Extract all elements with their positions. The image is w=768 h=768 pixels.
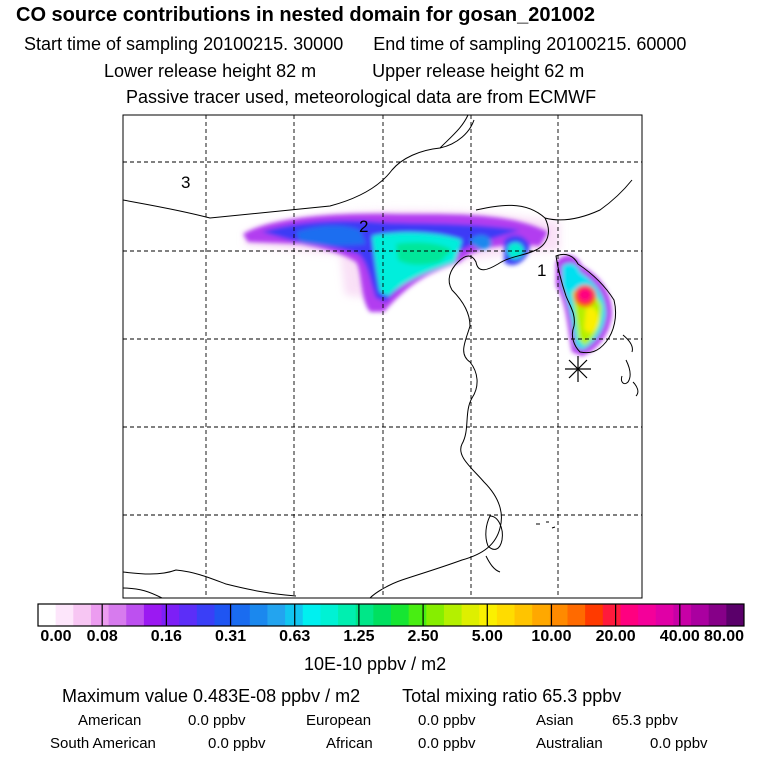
colorbar-cell bbox=[267, 604, 286, 626]
colorbar-cell bbox=[567, 604, 586, 626]
colorbar-cell bbox=[161, 604, 180, 626]
end-time-label: End time of sampling 20100215. 60000 bbox=[373, 34, 687, 54]
start-time-label: Start time of sampling 20100215. 30000 bbox=[24, 34, 344, 54]
region-label-1: 1 bbox=[537, 261, 546, 280]
colorbar-cell bbox=[302, 604, 321, 626]
european-value: 0.0 ppbv bbox=[418, 712, 476, 729]
south-american-label: South American bbox=[50, 735, 156, 752]
coastlines bbox=[123, 115, 639, 598]
colorbar-cell bbox=[143, 604, 163, 626]
colorbar-cell bbox=[408, 604, 427, 626]
sampling-times: Start time of sampling 20100215. 30000 En… bbox=[24, 34, 686, 55]
colorbar-tick-label: 10.00 bbox=[531, 628, 572, 645]
asian-label: Asian bbox=[536, 712, 574, 729]
colorbar-tick-label: 0.08 bbox=[86, 628, 118, 645]
upper-release-label: Upper release height 62 m bbox=[372, 61, 585, 81]
american-value: 0.0 ppbv bbox=[188, 712, 246, 729]
plume-region-2 bbox=[243, 213, 548, 312]
colorbar-tick-label: 0.00 bbox=[40, 628, 72, 645]
colorbar-cell bbox=[479, 604, 498, 626]
colorbar-cell bbox=[426, 604, 445, 626]
colorbar-cell bbox=[232, 604, 251, 626]
colorbar-cell bbox=[249, 604, 268, 626]
colorbar-cell bbox=[73, 604, 92, 626]
colorbar-cell bbox=[549, 604, 568, 626]
colorbar-cell bbox=[585, 604, 604, 626]
colorbar bbox=[38, 604, 745, 626]
colorbar-cell bbox=[108, 604, 127, 626]
colorbar-tick-label: 0.63 bbox=[279, 628, 311, 645]
colorbar-cell bbox=[655, 604, 674, 626]
colorbar-cell bbox=[391, 604, 410, 626]
colorbar-tick-label: 2.50 bbox=[407, 628, 439, 645]
asian-value: 65.3 ppbv bbox=[612, 712, 678, 729]
colorbar-cell bbox=[532, 604, 551, 626]
figure-title: CO source contributions in nested domain… bbox=[16, 4, 596, 26]
colorbar-cell bbox=[90, 604, 110, 626]
total-mixing-ratio: Total mixing ratio 65.3 ppbv bbox=[402, 686, 622, 706]
colorbar-cell bbox=[355, 604, 374, 626]
australian-label: Australian bbox=[536, 735, 603, 752]
colorbar-dividers bbox=[101, 604, 681, 626]
colorbar-tick-label: 1.25 bbox=[343, 628, 375, 645]
south-american-value: 0.0 ppbv bbox=[208, 735, 266, 752]
colorbar-cell bbox=[708, 604, 727, 626]
colorbar-cell bbox=[638, 604, 657, 626]
release-heights: Lower release height 82 m Upper release h… bbox=[104, 61, 584, 82]
colorbar-cell bbox=[461, 604, 480, 626]
colorbar-cell bbox=[620, 604, 639, 626]
colorbar-cell bbox=[126, 604, 145, 626]
colorbar-cell bbox=[514, 604, 533, 626]
colorbar-cell bbox=[673, 604, 692, 626]
american-label: American bbox=[78, 712, 142, 729]
colorbar-cell bbox=[179, 604, 198, 626]
colorbar-cell bbox=[443, 604, 463, 626]
colorbar-tick-label: 0.31 bbox=[214, 628, 247, 645]
tracer-note: Passive tracer used, meteorological data… bbox=[126, 87, 597, 107]
colorbar-cell bbox=[214, 604, 233, 626]
colorbar-tick-label: 40.00 bbox=[659, 628, 700, 645]
colorbar-units: 10E-10 ppbv / m2 bbox=[304, 654, 447, 674]
plume-region-1 bbox=[556, 255, 612, 356]
colorbar-cell bbox=[196, 604, 215, 626]
colorbar-cell bbox=[338, 604, 357, 626]
european-label: European bbox=[306, 712, 372, 729]
map-frame bbox=[122, 114, 643, 599]
colorbar-tick-label: 80.00 bbox=[703, 628, 745, 645]
colorbar-cell bbox=[602, 604, 621, 626]
colorbar-cell bbox=[496, 604, 516, 626]
map-area bbox=[123, 115, 642, 598]
colorbar-cell bbox=[691, 604, 710, 626]
colorbar-cell bbox=[320, 604, 339, 626]
max-total-line: Maximum value 0.483E-08 ppbv / m2 Total m… bbox=[62, 686, 621, 707]
colorbar-tick-label: 5.00 bbox=[471, 628, 503, 645]
colorbar-cell bbox=[38, 604, 57, 626]
lat-lon-grid bbox=[123, 115, 642, 598]
african-label: African bbox=[326, 735, 373, 752]
colorbar-cell bbox=[55, 604, 74, 626]
colorbar-cell bbox=[726, 604, 745, 626]
african-value: 0.0 ppbv bbox=[418, 735, 476, 752]
maximum-value: Maximum value 0.483E-08 ppbv / m2 bbox=[62, 686, 361, 706]
australian-value: 0.0 ppbv bbox=[650, 735, 708, 752]
colorbar-frame bbox=[37, 603, 745, 627]
lower-release-label: Lower release height 82 m bbox=[104, 61, 317, 81]
region-label-3: 3 bbox=[181, 173, 190, 192]
colorbar-tick-label: 0.16 bbox=[150, 628, 182, 645]
colorbar-tick-label: 20.00 bbox=[595, 628, 636, 645]
receptor-star-icon bbox=[565, 356, 591, 382]
region-label-2: 2 bbox=[359, 217, 368, 236]
colorbar-cell bbox=[373, 604, 392, 626]
